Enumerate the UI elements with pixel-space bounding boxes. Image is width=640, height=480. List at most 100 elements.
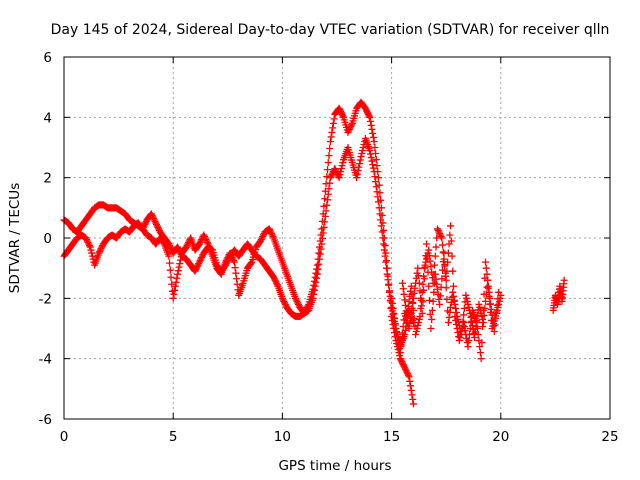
y-tick-label: -4 [39, 352, 52, 368]
data-point [85, 242, 93, 250]
data-point [330, 115, 338, 123]
data-point [361, 104, 369, 112]
data-point [437, 232, 445, 240]
data-point [411, 284, 419, 292]
data-point [443, 295, 451, 303]
data-point [474, 325, 482, 332]
data-point [377, 222, 385, 230]
data-point [364, 109, 372, 117]
data-point [446, 231, 454, 239]
data-point [396, 349, 404, 357]
data-point [383, 257, 391, 265]
data-point [432, 243, 440, 251]
data-point [476, 349, 484, 357]
data-point [465, 337, 473, 345]
data-point [84, 239, 92, 247]
data-point [336, 171, 344, 179]
data-point [422, 258, 430, 266]
data-point [366, 147, 374, 155]
data-point [460, 304, 468, 312]
data-point [324, 166, 332, 174]
data-point [354, 167, 362, 175]
data-point [324, 196, 332, 204]
data-point [230, 258, 238, 266]
data-point [414, 321, 422, 329]
data-point [281, 300, 289, 308]
data-point [474, 331, 482, 339]
data-point [463, 297, 471, 305]
data-point [312, 278, 320, 286]
data-point [428, 306, 436, 314]
data-point [363, 107, 371, 115]
data-point [329, 119, 337, 127]
data-point [321, 218, 329, 226]
data-point [409, 400, 417, 408]
data-point [400, 362, 408, 370]
data-point [464, 343, 472, 351]
data-point [359, 144, 367, 151]
data-point [452, 304, 460, 312]
data-point [324, 159, 332, 167]
data-point [280, 297, 288, 305]
data-point [294, 300, 302, 308]
data-point [353, 174, 361, 182]
data-point [398, 336, 406, 344]
data-point [85, 240, 93, 248]
data-point [447, 222, 455, 230]
data-point [259, 231, 267, 239]
data-point [192, 266, 200, 274]
data-point [399, 361, 407, 369]
data-point [427, 325, 435, 332]
data-point [479, 306, 487, 314]
data-point [345, 125, 353, 133]
data-point [409, 395, 417, 403]
data-point [315, 249, 323, 257]
data-point [337, 165, 345, 173]
data-point [326, 137, 334, 145]
data-point [379, 234, 387, 242]
data-point [410, 314, 418, 322]
data-point [278, 294, 286, 302]
data-point [475, 300, 483, 308]
data-point [401, 296, 409, 304]
data-point [495, 288, 503, 296]
data-point [316, 255, 324, 263]
data-point [173, 274, 181, 282]
data-point [194, 261, 202, 269]
chart-title: Day 145 of 2024, Sidereal Day-to-day VTE… [51, 22, 610, 38]
data-point [417, 304, 425, 312]
data-point [191, 267, 199, 275]
data-point [166, 243, 174, 251]
data-point [247, 259, 255, 267]
data-point [97, 245, 105, 253]
data-point [166, 259, 174, 267]
data-point [346, 124, 354, 132]
data-point [374, 198, 382, 206]
data-point [436, 292, 444, 300]
data-point [465, 303, 473, 311]
data-point [446, 308, 454, 316]
data-point [459, 321, 467, 329]
data-point [166, 266, 174, 274]
data-point [335, 104, 343, 112]
series-track-d [399, 222, 503, 363]
data-point [488, 311, 496, 319]
data-point [376, 210, 384, 218]
data-point [452, 320, 460, 328]
y-tick-label: 2 [43, 171, 52, 187]
data-point [175, 263, 183, 271]
data-point [323, 201, 331, 209]
data-point [385, 287, 393, 295]
data-point [405, 325, 413, 332]
data-point [388, 303, 396, 311]
data-point [329, 124, 337, 132]
data-point [414, 264, 422, 272]
data-point [196, 257, 204, 265]
data-point [460, 322, 468, 330]
data-point [257, 237, 265, 245]
data-point [389, 304, 397, 312]
data-point [413, 325, 421, 332]
data-point [293, 297, 301, 305]
series-track-e [549, 276, 568, 314]
data-point [227, 251, 235, 259]
